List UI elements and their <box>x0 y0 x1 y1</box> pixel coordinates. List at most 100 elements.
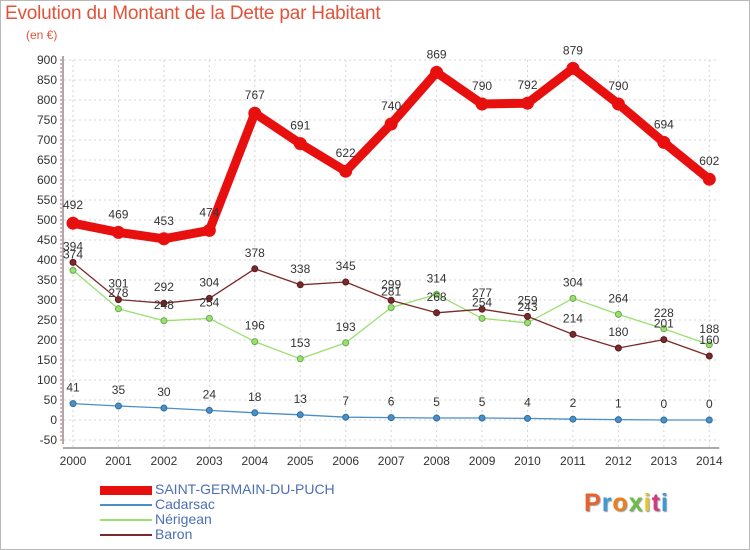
y-tick-label: 150 <box>37 353 57 367</box>
data-label-cadarsac: 4 <box>524 395 531 409</box>
legend-label: Nérigean <box>155 511 212 527</box>
data-point-nerigean <box>478 314 486 322</box>
data-label-cadarsac: 41 <box>66 381 80 395</box>
axes <box>60 56 720 449</box>
data-point-cadarsac <box>705 416 713 424</box>
data-point-cadarsac <box>69 400 77 408</box>
data-point-baron <box>614 344 622 352</box>
data-point-saint-germain-du-puch <box>339 164 353 178</box>
data-point-baron <box>296 281 304 289</box>
x-tick-label: 2000 <box>60 454 87 468</box>
data-label-baron: 378 <box>245 246 265 260</box>
y-tick-label: 850 <box>37 73 57 87</box>
data-point-nerigean <box>569 294 577 302</box>
data-point-saint-germain-du-puch <box>202 223 216 237</box>
y-tick-label: 550 <box>37 193 57 207</box>
data-label-baron: 345 <box>336 259 356 273</box>
data-point-saint-germain-du-puch <box>384 117 398 131</box>
data-label-nerigean: 264 <box>608 291 628 305</box>
data-point-nerigean <box>205 314 213 322</box>
y-tick-label: 350 <box>37 273 57 287</box>
data-label-saint-germain-du-puch: 691 <box>290 119 310 133</box>
data-label-cadarsac: 6 <box>388 395 395 409</box>
y-tick-label: 500 <box>37 213 57 227</box>
x-tick-label: 2014 <box>696 454 723 468</box>
legend-swatch <box>100 504 152 506</box>
data-point-baron <box>387 296 395 304</box>
data-label-saint-germain-du-puch: 602 <box>699 154 719 168</box>
data-label-saint-germain-du-puch: 622 <box>336 146 356 160</box>
data-label-nerigean: 254 <box>472 295 492 309</box>
data-point-baron <box>478 305 486 313</box>
data-point-baron <box>524 312 531 320</box>
data-label-saint-germain-du-puch: 790 <box>472 79 492 93</box>
data-point-saint-germain-du-puch <box>657 135 671 149</box>
data-point-cadarsac <box>569 415 577 423</box>
y-axis-ticks: -50 0 50 100 150 200 250 300 350 400 450 500 550 600 6… <box>37 53 57 447</box>
x-axis-ticks: 2000 2001 2002 2003 2004 2005 2006 2007 2008 2009… <box>60 454 723 468</box>
data-label-saint-germain-du-puch: 767 <box>245 88 265 102</box>
data-label-cadarsac: 5 <box>433 395 440 409</box>
data-point-cadarsac <box>342 413 350 421</box>
data-point-saint-germain-du-puch <box>521 96 534 110</box>
data-point-baron <box>114 296 122 304</box>
y-tick-label: 100 <box>37 373 57 387</box>
data-point-saint-germain-du-puch <box>293 137 307 151</box>
data-point-cadarsac <box>114 402 122 410</box>
data-label-cadarsac: 0 <box>706 397 713 411</box>
x-tick-label: 2004 <box>241 454 268 468</box>
data-label-cadarsac: 30 <box>157 385 171 399</box>
data-point-saint-germain-du-puch <box>157 232 171 246</box>
legend-swatch <box>100 519 152 521</box>
data-point-cadarsac <box>478 414 486 422</box>
data-point-nerigean <box>296 355 304 363</box>
x-tick-label: 2001 <box>105 454 132 468</box>
data-label-nerigean: 243 <box>517 300 537 314</box>
data-point-baron <box>251 265 259 273</box>
data-point-nerigean <box>251 338 259 346</box>
data-point-saint-germain-du-puch <box>702 172 716 186</box>
data-label-saint-germain-du-puch: 790 <box>608 79 628 93</box>
data-point-baron <box>69 258 77 266</box>
data-label-saint-germain-du-puch: 792 <box>517 78 537 92</box>
data-label-baron: 180 <box>608 325 628 339</box>
data-label-saint-germain-du-puch: 740 <box>381 99 401 113</box>
data-label-saint-germain-du-puch: 492 <box>63 198 83 212</box>
data-point-nerigean <box>660 325 668 333</box>
data-point-saint-germain-du-puch <box>430 65 444 79</box>
data-label-cadarsac: 2 <box>570 396 577 410</box>
data-label-cadarsac: 5 <box>479 395 486 409</box>
x-tick-label: 2011 <box>560 454 586 468</box>
data-label-cadarsac: 7 <box>342 394 349 408</box>
x-tick-label: 2009 <box>469 454 496 468</box>
data-point-nerigean <box>433 290 441 298</box>
data-label-baron: 394 <box>63 239 83 253</box>
legend-swatch <box>100 485 152 495</box>
data-label-cadarsac: 0 <box>661 397 668 411</box>
y-tick-label: 0 <box>50 413 57 427</box>
data-label-saint-germain-du-puch: 869 <box>427 47 447 61</box>
data-label-nerigean: 188 <box>699 322 719 336</box>
data-label-baron: 201 <box>654 317 674 331</box>
data-label-cadarsac: 18 <box>248 390 262 404</box>
y-tick-label: 250 <box>37 313 57 327</box>
data-label-baron: 214 <box>563 311 583 325</box>
data-point-baron <box>342 278 350 286</box>
y-tick-label: -50 <box>40 433 58 447</box>
data-point-baron <box>569 330 577 338</box>
x-tick-label: 2005 <box>287 454 314 468</box>
data-label-cadarsac: 24 <box>203 387 217 401</box>
data-label-cadarsac: 35 <box>112 383 126 397</box>
data-point-cadarsac <box>160 404 168 412</box>
data-label-baron: 292 <box>154 280 174 294</box>
data-point-cadarsac <box>433 414 441 422</box>
data-point-cadarsac <box>524 414 531 422</box>
y-tick-label: 300 <box>37 293 57 307</box>
data-label-saint-germain-du-puch: 879 <box>563 43 583 57</box>
chart-unit: (en €) <box>26 28 58 42</box>
x-tick-label: 2002 <box>151 454 178 468</box>
x-tick-label: 2013 <box>650 454 677 468</box>
y-tick-label: 750 <box>37 113 57 127</box>
